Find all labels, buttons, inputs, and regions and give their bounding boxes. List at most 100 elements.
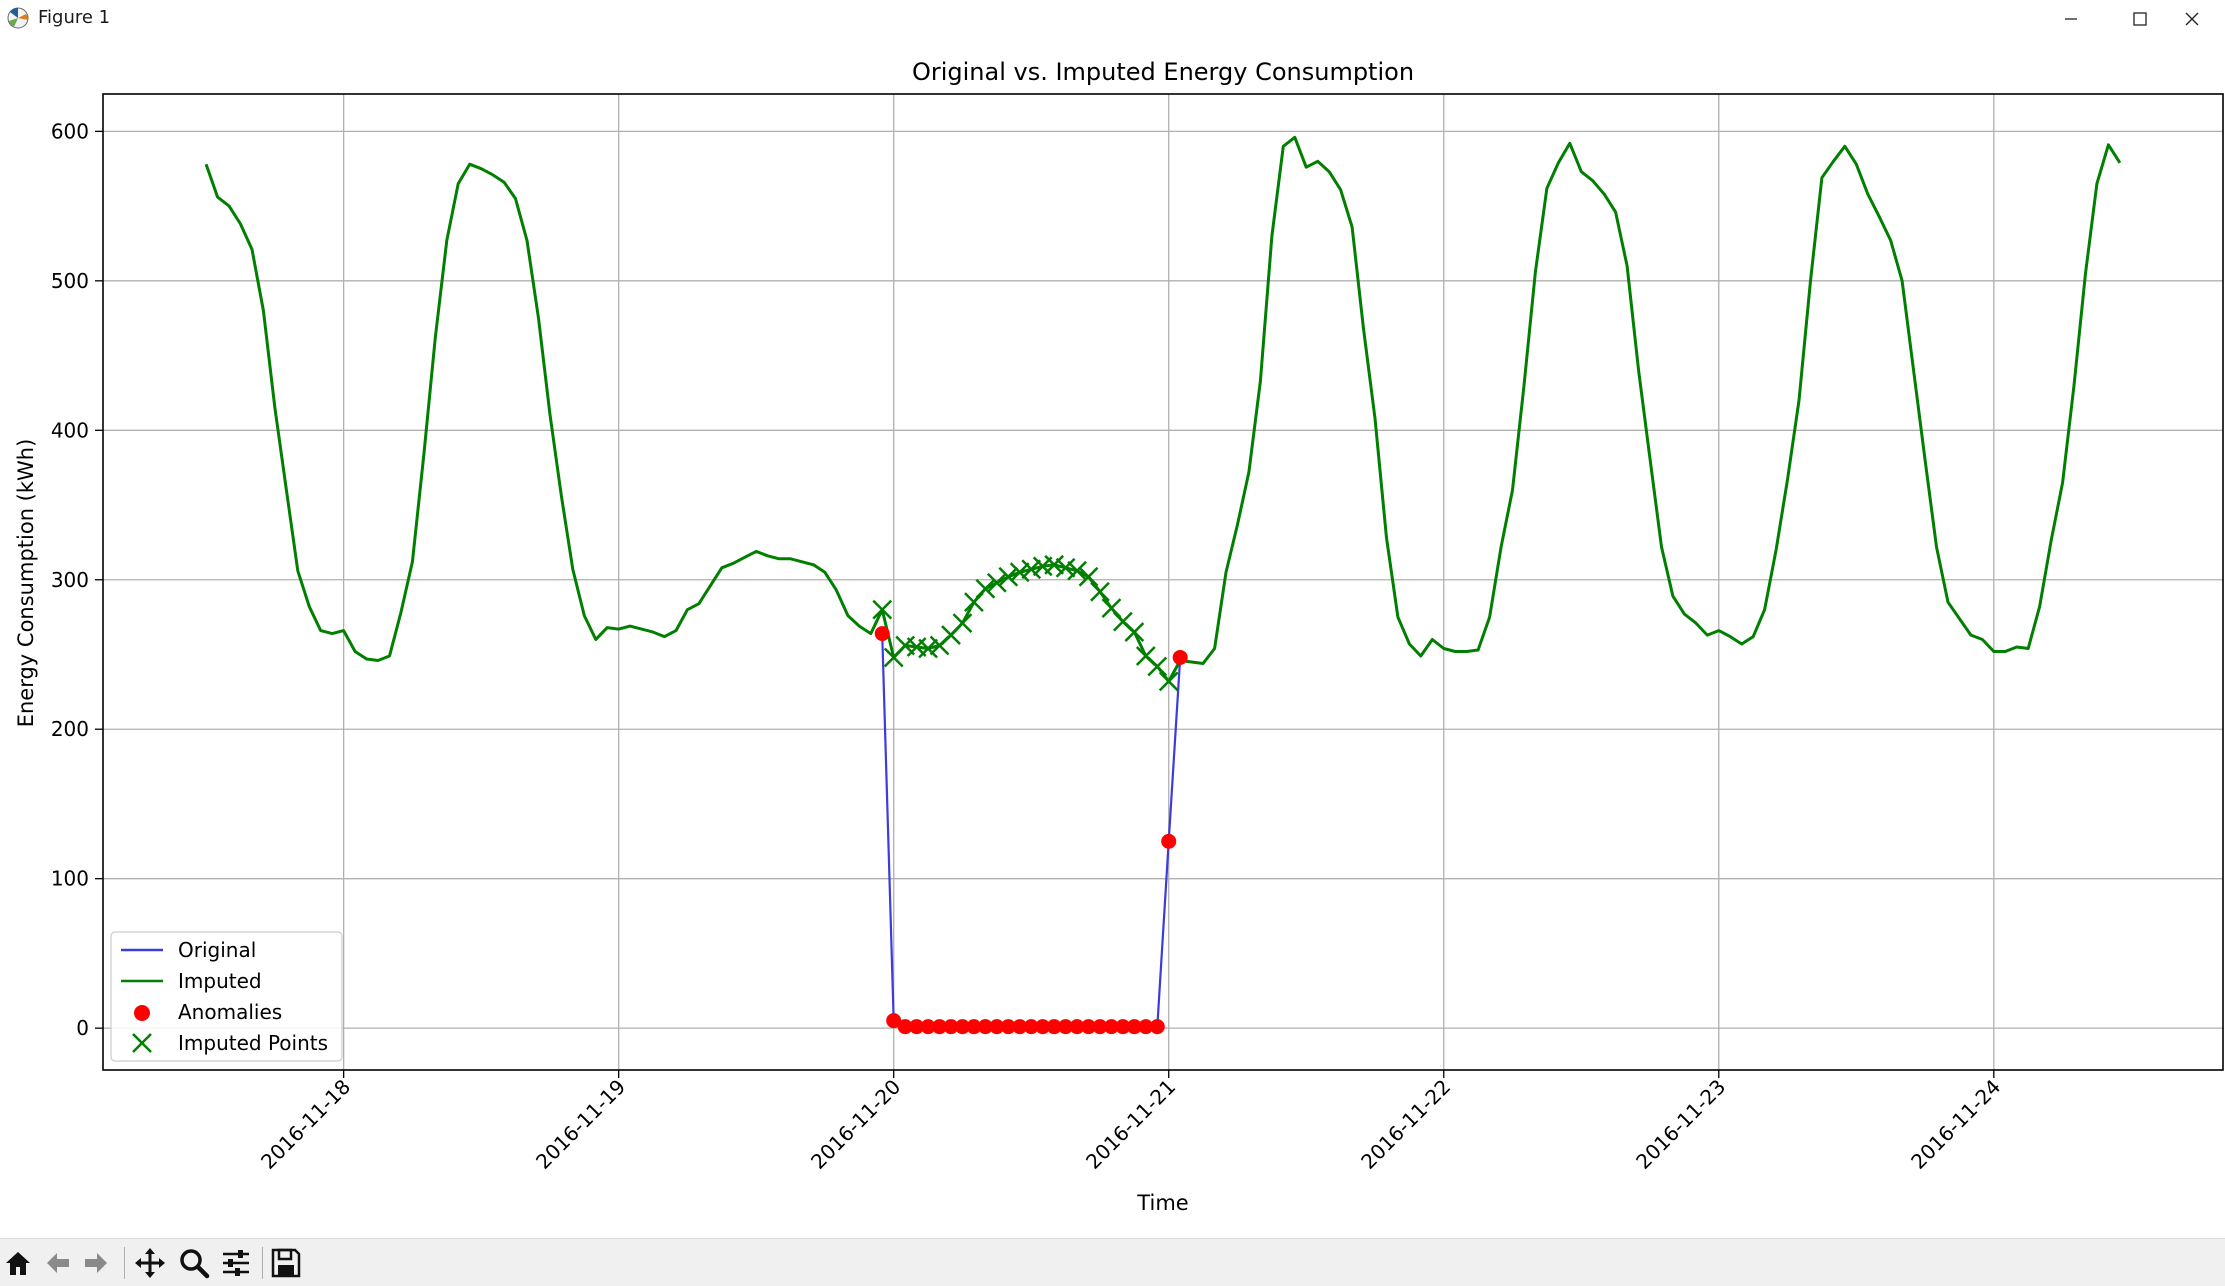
anomaly-point: [966, 1019, 982, 1035]
legend-imputed-points-label: Imputed Points: [178, 1031, 328, 1055]
navigation-toolbar: [0, 1238, 2225, 1286]
y-tick-label: 0: [76, 1016, 89, 1040]
imputed-point-marker: [1021, 559, 1042, 580]
legend-box: [110, 931, 343, 1062]
anomaly-point: [1046, 1019, 1062, 1035]
home-icon: [6, 1252, 30, 1275]
imputed-point-marker: [1090, 581, 1110, 602]
imputed-point-marker: [1044, 554, 1065, 575]
anomaly-point: [1058, 1019, 1074, 1035]
minimize-button[interactable]: [2038, 0, 2104, 38]
sliders-icon: [223, 1250, 249, 1276]
anomaly-point: [1012, 1019, 1028, 1035]
y-tick-label: 400: [51, 418, 89, 442]
y-tick-label: 500: [51, 269, 89, 293]
anomaly-point: [1092, 1019, 1108, 1035]
imputed-point-marker: [986, 572, 1007, 593]
legend-anomalies-swatch: [134, 1005, 150, 1021]
imputed-point-marker: [1055, 557, 1076, 578]
arrow-left-icon: [47, 1253, 69, 1273]
chart-title: Original vs. Imputed Energy Consumption: [912, 58, 1414, 86]
imputed-point-marker: [1101, 598, 1122, 619]
imputed-point-marker: [1147, 656, 1168, 677]
y-tick-label: 100: [51, 867, 89, 891]
move-icon: [135, 1248, 165, 1278]
legend: Original Imputed Anomalies Imputed Point…: [110, 931, 343, 1062]
y-axis-label: Energy Consumption (kWh): [14, 439, 38, 728]
anomaly-point: [932, 1019, 948, 1035]
x-tick-label: 2016-11-21: [1081, 1075, 1180, 1174]
legend-imputed-label: Imputed: [178, 969, 262, 993]
anomaly-point: [1000, 1019, 1016, 1035]
y-axis-ticks: 0 100 200 300 400 500 600: [51, 119, 103, 1040]
imputed-point-marker: [975, 578, 996, 599]
imputed-point-marker: [1078, 566, 1099, 587]
toolbar-separator: [124, 1247, 125, 1279]
anomaly-point: [909, 1019, 925, 1035]
minimize-icon: [2065, 18, 2077, 20]
back-button[interactable]: [40, 1245, 76, 1281]
anomaly-point: [886, 1013, 902, 1029]
imputed-point-marker: [1158, 671, 1179, 692]
anomaly-point: [874, 626, 890, 642]
window-titlebar: Figure 1: [0, 0, 2225, 39]
imputed-point-marker: [952, 613, 973, 633]
anomaly-point: [920, 1019, 936, 1035]
imputed-point-marker: [1009, 562, 1030, 583]
chart-svg: 2016-11-18 2016-11-19 2016-11-20 2016-11-21…: [14, 58, 2224, 1215]
close-icon: [2185, 12, 2199, 26]
x-axis-label: Time: [1136, 1191, 1188, 1215]
x-tick-label: 2016-11-24: [1906, 1075, 2005, 1174]
plot-series: [204, 135, 2122, 1035]
anomaly-point: [1161, 833, 1177, 849]
close-button[interactable]: [2159, 0, 2225, 38]
configure-subplots-button[interactable]: [218, 1245, 254, 1281]
axes-frame: [102, 93, 2224, 1071]
maximize-button[interactable]: [2107, 0, 2173, 38]
anomaly-point: [1023, 1019, 1039, 1035]
imputed-point-marker: [1067, 560, 1087, 581]
x-tick-label: 2016-11-23: [1631, 1075, 1730, 1174]
y-tick-label: 300: [51, 568, 89, 592]
imputed-series-line: [204, 135, 2122, 683]
imputed-point-marker: [998, 566, 1019, 587]
legend-original-label: Original: [178, 938, 256, 962]
y-tick-label: 600: [51, 119, 89, 143]
anomaly-point: [1172, 649, 1188, 665]
x-tick-label: 2016-11-19: [531, 1075, 630, 1174]
anomaly-point: [1103, 1019, 1119, 1035]
x-tick-label: 2016-11-20: [806, 1075, 905, 1174]
anomaly-point: [1126, 1019, 1142, 1035]
grid-lines: [103, 94, 2223, 1070]
x-tick-label: 2016-11-22: [1356, 1075, 1455, 1174]
anomaly-point: [989, 1019, 1005, 1035]
anomaly-point: [1115, 1019, 1131, 1035]
anomaly-point: [1069, 1019, 1085, 1035]
y-tick-label: 200: [51, 717, 89, 741]
figure-canvas[interactable]: 2016-11-18 2016-11-19 2016-11-20 2016-11-21…: [0, 38, 2225, 1238]
legend-imputed-points-swatch: [132, 1033, 152, 1053]
imputed-point-marker: [964, 592, 984, 613]
home-button[interactable]: [0, 1245, 36, 1281]
floppy-disk-icon: [271, 1248, 301, 1278]
legend-anomalies-label: Anomalies: [178, 1000, 282, 1024]
zoom-button[interactable]: [176, 1245, 212, 1281]
maximize-icon: [2133, 12, 2147, 26]
imputed-point-marker: [918, 638, 938, 659]
anomaly-point: [1035, 1019, 1051, 1035]
anomaly-point: [897, 1019, 913, 1035]
magnifier-icon: [180, 1249, 210, 1279]
anomaly-point: [943, 1019, 959, 1035]
anomaly-point: [1149, 1019, 1165, 1035]
x-tick-label: 2016-11-18: [256, 1075, 355, 1174]
forward-button[interactable]: [78, 1245, 114, 1281]
x-axis-ticks: 2016-11-18 2016-11-19 2016-11-20 2016-11-21…: [256, 1070, 2005, 1174]
save-button[interactable]: [268, 1245, 304, 1281]
imputed-point-marker: [1124, 622, 1145, 642]
anomaly-point: [1081, 1019, 1097, 1035]
arrow-right-icon: [85, 1253, 107, 1273]
window-title: Figure 1: [38, 7, 111, 28]
pan-button[interactable]: [132, 1245, 168, 1281]
original-series-line: [881, 633, 1182, 1028]
imputed-point-marker: [872, 599, 893, 620]
